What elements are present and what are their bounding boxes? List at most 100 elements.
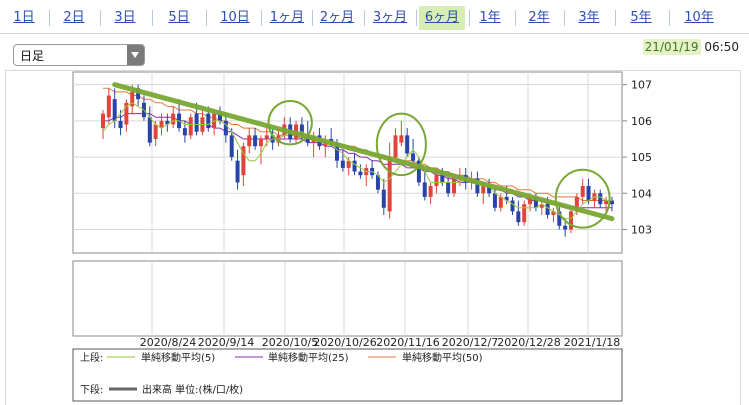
ma25-line [103, 113, 612, 209]
candle-body [446, 182, 451, 194]
timestamp-time: 06:50 [704, 40, 739, 54]
tab-separator [564, 10, 565, 26]
candle-body [340, 160, 345, 168]
candle-body [545, 204, 550, 215]
timestamp: 21/01/19 06:50 [642, 39, 739, 55]
period-tab-bar: 1日 2日 3日 5日 10日 1ヶ月 2ヶ月 3ヶ月 6ヶ月 1年 2年 3年 5年 10年 [0, 0, 749, 34]
candle-body [393, 135, 398, 158]
candle-body [411, 153, 416, 161]
candle-body [241, 146, 246, 176]
circle-annotation [267, 99, 313, 146]
candle-body [574, 196, 579, 212]
candle-body [504, 196, 509, 201]
candle-body [434, 175, 439, 187]
candle-body [522, 204, 527, 223]
x-tick-label: 2021/1/18 [564, 336, 620, 349]
candle-body [387, 157, 392, 212]
candle-body [539, 204, 544, 208]
candle-body [528, 196, 533, 205]
tab-5[interactable]: 10日 [220, 10, 250, 25]
y-tick-label: 103 [631, 223, 652, 236]
y-tick-label: 105 [631, 151, 652, 164]
chevron-down-icon[interactable] [127, 45, 144, 65]
x-tick-label: 2020/12/28 [497, 336, 560, 349]
candle-body [159, 120, 164, 129]
tab-11[interactable]: 2年 [528, 10, 550, 25]
candle-body [335, 142, 339, 161]
candle-body [452, 178, 456, 194]
candle-body [264, 135, 269, 139]
candle-body [604, 200, 609, 205]
volume-plot-area [72, 260, 623, 337]
candle-body [440, 175, 445, 183]
candle-body [253, 135, 258, 147]
candle-body [580, 186, 585, 197]
candle-body [136, 88, 141, 100]
circle-annotation [554, 168, 611, 229]
legend-box [72, 348, 623, 402]
candle-body [153, 124, 158, 139]
candle-body [124, 102, 129, 125]
tab-3[interactable]: 3日 [114, 10, 136, 25]
candle-body [188, 117, 193, 136]
timestamp-date: 21/01/19 [642, 39, 701, 55]
chart-panel [5, 70, 741, 405]
tab-separator [99, 10, 101, 26]
candle-body [346, 160, 351, 168]
candle-body [551, 211, 556, 215]
candle-body [487, 186, 492, 194]
candle-body [405, 135, 410, 154]
tab-separator [312, 10, 313, 26]
x-tick-label: 2020/8/24 [140, 336, 196, 349]
candle-body [569, 211, 573, 230]
candle-body [171, 113, 176, 125]
tab-8[interactable]: 3ヶ月 [372, 10, 408, 25]
tab-separator [205, 10, 207, 26]
candle-body [258, 138, 263, 147]
tab-10[interactable]: 1年 [479, 10, 501, 25]
candle-body [399, 135, 404, 143]
candle-body [428, 186, 433, 197]
tab-13[interactable]: 5年 [630, 10, 652, 25]
candle-body [323, 142, 328, 147]
candle-body [235, 160, 240, 183]
interval-select[interactable]: 日足 [13, 44, 145, 66]
candle-body [533, 196, 538, 208]
candle-body [516, 211, 521, 223]
candle-body [218, 113, 222, 121]
candle-body [375, 175, 380, 190]
x-tick-label: 2020/10/5 [262, 336, 318, 349]
tab-2[interactable]: 2日 [63, 10, 85, 25]
candle-body [352, 160, 357, 172]
tab-separator [48, 10, 50, 26]
tab-9[interactable]: 6ヶ月 [419, 6, 465, 30]
tab-14[interactable]: 10年 [684, 10, 714, 25]
legend-ma5-label: 単純移動平均(5) [141, 351, 215, 364]
candle-body [416, 160, 421, 183]
candle-body [194, 113, 199, 132]
circle-annotation [375, 112, 427, 177]
tab-1[interactable]: 1日 [13, 10, 35, 25]
tab-4[interactable]: 5日 [168, 10, 190, 25]
y-tick-label: 107 [631, 79, 652, 92]
candle-body [229, 135, 234, 158]
tab-12[interactable]: 3年 [578, 10, 600, 25]
y-tick-label: 104 [631, 187, 652, 200]
tab-separator [469, 10, 470, 26]
x-tick-label: 2020/10/26 [313, 336, 376, 349]
interval-select-value: 日足 [20, 49, 45, 63]
candle-body [106, 95, 111, 118]
tab-7[interactable]: 2ヶ月 [319, 10, 355, 25]
x-tick-label: 2020/9/14 [198, 336, 254, 349]
candle-body [510, 200, 515, 212]
ma5-line [102, 102, 612, 220]
legend-ma50-label: 単純移動平均(50) [402, 351, 483, 364]
candle-body [557, 211, 562, 226]
candle-body [182, 128, 187, 136]
tab-separator [514, 10, 516, 26]
candle-body [118, 120, 123, 129]
tab-6[interactable]: 1ヶ月 [269, 10, 305, 25]
tab-separator [260, 10, 262, 26]
candle-body [598, 193, 603, 205]
